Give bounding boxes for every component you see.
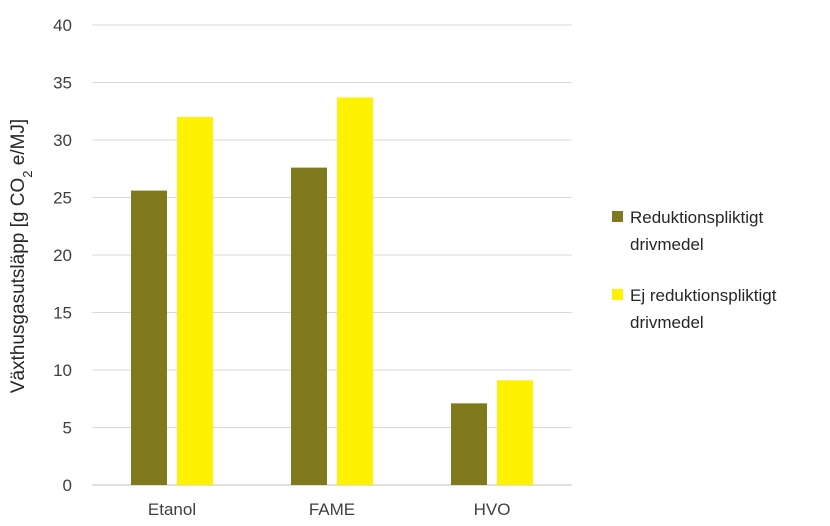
y-tick-label: 35 — [53, 74, 72, 93]
y-tick-label: 5 — [63, 419, 72, 438]
bar-fame-series-1 — [291, 167, 327, 485]
legend-label-2: Ej reduktionspliktigt drivmedel — [630, 286, 777, 332]
y-axis-title-suffix: e/MJ] — [8, 119, 29, 171]
bar-etanol-series-1 — [131, 190, 167, 485]
y-axis-title: Växthusgasutsläpp [g CO2 e/MJ] — [8, 119, 35, 393]
y-axis-title-main: Växthusgasutsläpp [g CO — [8, 178, 29, 393]
y-tick-label: 30 — [53, 131, 72, 150]
legend-label-line: Reduktionspliktigt — [630, 208, 764, 227]
gridlines — [92, 24, 572, 486]
x-tick-label-fame: FAME — [309, 500, 355, 519]
y-tick-label: 25 — [53, 189, 72, 208]
legend-label-line: drivmedel — [630, 235, 704, 254]
legend-swatch-2 — [612, 289, 623, 300]
bar-etanol-series-2 — [177, 117, 213, 485]
bars — [131, 97, 533, 485]
y-tick-label: 20 — [53, 246, 72, 265]
y-tick-label: 0 — [63, 476, 72, 495]
legend-swatch-1 — [612, 211, 623, 222]
legend-label-1: Reduktionspliktigt drivmedel — [630, 208, 764, 254]
legend-label-line: Ej reduktionspliktigt — [630, 286, 777, 305]
y-tick-label: 10 — [53, 361, 72, 380]
y-tick-label: 15 — [53, 304, 72, 323]
bar-hvo-series-1 — [451, 403, 487, 485]
x-tick-labels: Etanol FAME HVO — [148, 500, 511, 519]
bar-fame-series-2 — [337, 97, 373, 485]
x-tick-label-hvo: HVO — [474, 500, 511, 519]
x-tick-label-etanol: Etanol — [148, 500, 196, 519]
bar-hvo-series-2 — [497, 380, 533, 485]
y-tick-label: 40 — [53, 16, 72, 35]
y-tick-labels: 0 5 10 15 20 25 30 35 40 — [53, 16, 72, 495]
legend-label-line: drivmedel — [630, 313, 704, 332]
y-axis-title-subscript: 2 — [20, 171, 35, 178]
